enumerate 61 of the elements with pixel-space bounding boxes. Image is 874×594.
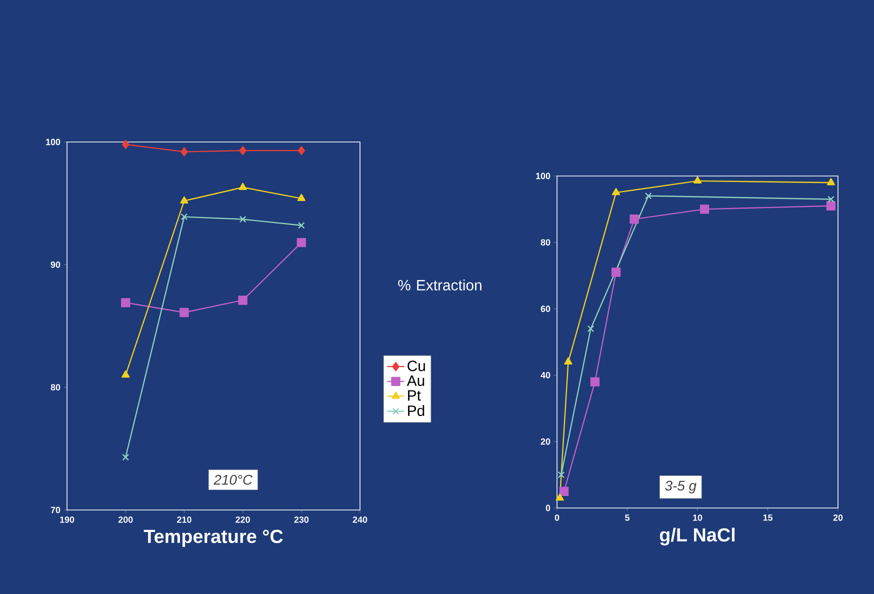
- point: [559, 486, 569, 496]
- legend-label: Pt: [408, 390, 421, 401]
- point: [693, 176, 702, 184]
- point: [180, 308, 189, 318]
- y-tick-label: 100: [46, 138, 60, 146]
- point: [564, 357, 572, 365]
- y-tick-label: 0: [546, 504, 550, 512]
- point: [122, 454, 130, 461]
- y-tick-label: 80: [50, 384, 60, 390]
- point: [239, 216, 246, 223]
- point: [828, 196, 834, 203]
- x-tick-label: 200: [118, 516, 133, 523]
- y-axis-title: % Extraction: [398, 280, 482, 290]
- x-tick-label: 210: [177, 516, 192, 523]
- point: [700, 204, 710, 214]
- point: [180, 147, 188, 156]
- x-axis-title: Temperature °C: [144, 530, 283, 547]
- y-tick-label: 80: [540, 239, 550, 246]
- point: [180, 213, 188, 220]
- y-tick-label: 20: [540, 438, 550, 445]
- legend-label: Cu: [408, 360, 425, 372]
- point: [122, 140, 130, 150]
- point: [121, 298, 130, 308]
- point: [122, 370, 130, 378]
- x-tick-label: 0: [554, 514, 560, 521]
- x-tick-label: 5: [625, 514, 630, 521]
- point: [238, 182, 247, 190]
- point: [556, 493, 564, 501]
- x-tick-label: 20: [833, 514, 843, 521]
- point: [644, 192, 652, 200]
- point: [590, 377, 600, 386]
- legend-label: Au: [406, 376, 424, 386]
- x-tick-label: 190: [60, 516, 74, 523]
- point: [297, 194, 306, 202]
- x-tick-label: 240: [352, 516, 368, 523]
- x-tick-label: 15: [763, 514, 772, 521]
- point: [611, 268, 621, 277]
- point: [612, 188, 620, 196]
- x-tick-label: 10: [693, 514, 702, 521]
- y-tick-label: 70: [50, 506, 60, 514]
- x-tick-label: 230: [294, 516, 309, 523]
- point: [630, 214, 639, 224]
- x-tick-label: 220: [236, 516, 250, 523]
- point: [826, 201, 836, 210]
- y-tick-label: 100: [536, 172, 550, 180]
- annotation: 210°C: [214, 474, 253, 485]
- point: [239, 146, 246, 156]
- point: [180, 196, 188, 204]
- y-tick-label: 90: [50, 261, 60, 268]
- y-tick-label: 40: [540, 372, 550, 378]
- point: [296, 238, 306, 248]
- annotation: 3-5 g: [665, 480, 696, 494]
- x-axis-title: g/L NaCl: [660, 528, 735, 546]
- point: [826, 178, 836, 186]
- point: [238, 296, 248, 305]
- point: [298, 222, 305, 229]
- point: [298, 146, 306, 156]
- y-tick-label: 60: [540, 306, 550, 312]
- point: [587, 325, 594, 332]
- point: [558, 471, 565, 478]
- legend-label: Pd: [408, 405, 424, 416]
